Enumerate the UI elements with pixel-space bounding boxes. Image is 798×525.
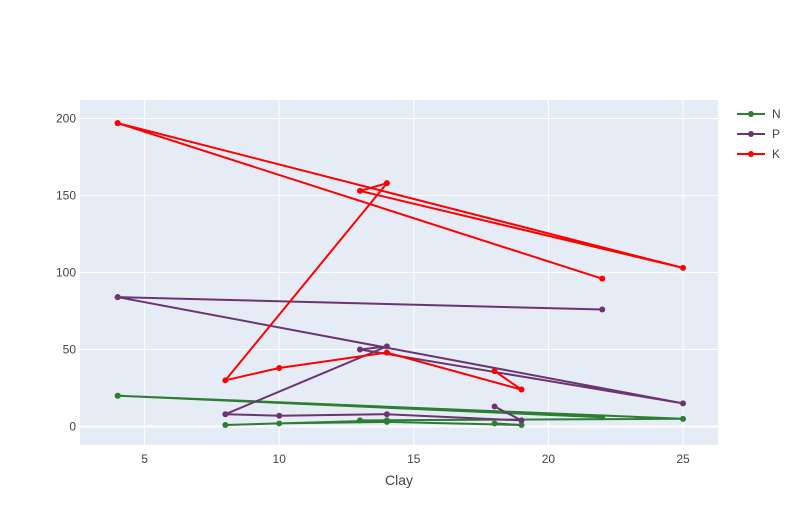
y-tick-label: 200	[56, 111, 76, 125]
data-point-k[interactable]	[680, 264, 687, 271]
x-tick-label: 25	[676, 452, 690, 466]
series-n	[114, 392, 687, 428]
data-point-k[interactable]	[356, 187, 363, 194]
series-k	[114, 120, 687, 393]
legend[interactable]: NPK	[737, 107, 781, 161]
series-layer	[114, 120, 687, 428]
data-point-k[interactable]	[383, 349, 390, 356]
data-point-n[interactable]	[491, 420, 498, 427]
data-point-n[interactable]	[680, 415, 687, 422]
legend-swatch-marker	[748, 131, 754, 137]
x-tick-label: 10	[273, 452, 287, 466]
data-point-p[interactable]	[383, 343, 390, 350]
data-point-p[interactable]	[222, 411, 229, 418]
data-point-n[interactable]	[114, 392, 121, 399]
series-p	[114, 294, 687, 424]
data-point-p[interactable]	[276, 412, 283, 419]
legend-label: K	[772, 147, 780, 161]
data-point-k[interactable]	[222, 377, 229, 384]
legend-item-k[interactable]: K	[737, 147, 780, 161]
data-point-k[interactable]	[491, 368, 498, 375]
y-tick-label: 50	[63, 343, 77, 357]
data-point-p[interactable]	[599, 306, 606, 313]
legend-swatch-marker	[748, 151, 754, 157]
data-point-p[interactable]	[383, 411, 390, 418]
legend-swatch-marker	[748, 111, 754, 117]
legend-item-p[interactable]: P	[737, 127, 780, 141]
data-point-n[interactable]	[383, 418, 390, 425]
data-point-n[interactable]	[222, 421, 229, 428]
legend-item-n[interactable]: N	[737, 107, 781, 121]
data-point-n[interactable]	[599, 414, 606, 421]
x-tick-label: 15	[407, 452, 421, 466]
x-tick-labels: 5 10 15 20 25	[141, 452, 690, 466]
x-axis-title: Clay	[385, 472, 413, 488]
data-point-n[interactable]	[518, 421, 525, 428]
data-point-n[interactable]	[276, 420, 283, 427]
data-point-n[interactable]	[356, 417, 363, 424]
y-tick-label: 150	[56, 188, 76, 202]
legend-label: P	[772, 127, 780, 141]
data-point-k[interactable]	[599, 275, 606, 282]
data-point-k[interactable]	[114, 120, 121, 127]
data-point-p[interactable]	[518, 417, 525, 424]
legend-label: N	[772, 107, 781, 121]
data-point-p[interactable]	[680, 400, 687, 407]
data-point-p[interactable]	[491, 403, 498, 410]
data-point-k[interactable]	[276, 364, 283, 371]
y-tick-labels: 0 50 100 150 200	[56, 111, 76, 433]
x-tick-label: 20	[542, 452, 556, 466]
y-tick-label: 0	[69, 420, 76, 434]
x-tick-label: 5	[141, 452, 148, 466]
data-point-p[interactable]	[356, 346, 363, 353]
data-point-k[interactable]	[383, 180, 390, 187]
data-point-k[interactable]	[518, 386, 525, 393]
y-tick-label: 100	[56, 266, 76, 280]
data-point-p[interactable]	[114, 294, 121, 301]
y-gridlines	[80, 117, 718, 428]
